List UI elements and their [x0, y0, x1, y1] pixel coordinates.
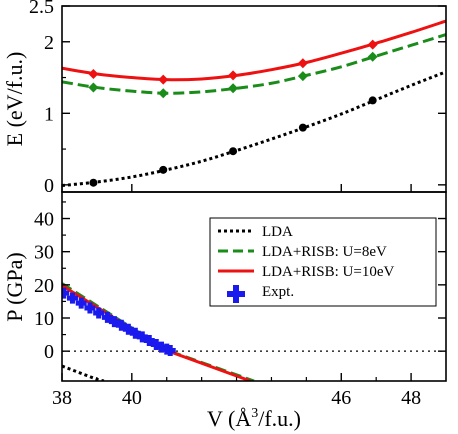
pressure-panel: 0 10 20 30 40 38 40 46 48 P (GPa) V (Å3/f.u.) L… — [2, 191, 447, 431]
legend-label-risb-u10: LDA+RISB: U=10eV — [262, 264, 395, 280]
pressure-y-tick-label: 30 — [34, 242, 54, 264]
energy-point-lda-risb-u-8ev — [367, 51, 378, 62]
energy-point-lda — [159, 165, 168, 174]
expt-data-point — [101, 311, 113, 323]
volume-x-tick-label: 46 — [331, 387, 351, 409]
expt-data-point — [122, 323, 134, 335]
energy-point-lda — [298, 123, 307, 132]
legend-box — [209, 217, 437, 307]
volume-x-ticks: 38 40 46 48 — [52, 373, 421, 409]
x-label-superscript: 3 — [251, 406, 258, 421]
x-label-main: V ( — [207, 406, 235, 431]
energy-point-lda — [89, 178, 98, 187]
volume-x-tick-label: 38 — [52, 387, 72, 409]
energy-curves — [62, 19, 446, 188]
expt-data-point — [62, 287, 70, 299]
energy-panel: 0 1 2 2.5 E (eV/f.u.) — [2, 0, 447, 197]
expt-data-point — [115, 319, 127, 331]
energy-point-lda-risb-u-8ev — [297, 71, 308, 82]
expt-data-point — [164, 344, 176, 356]
legend-label-lda: LDA — [262, 224, 293, 240]
expt-data-point — [84, 302, 96, 314]
energy-point-lda-risb-u-8ev — [228, 83, 239, 94]
expt-data-point — [108, 316, 120, 328]
energy-point-lda-risb-u-8ev — [158, 88, 169, 99]
pressure-markers — [62, 287, 176, 356]
energy-y-tick-label: 1 — [44, 103, 54, 125]
pressure-y-tick-label: 40 — [34, 209, 54, 231]
energy-point-lda-risb-u-10ev — [88, 68, 99, 79]
pressure-y-axis-label: P (GPa) — [2, 252, 27, 321]
expt-data-point — [143, 335, 155, 347]
energy-y-tick-label: 2.5 — [29, 0, 54, 18]
expt-data-point — [75, 297, 87, 309]
energy-curve-lda-risb-u-10ev — [62, 19, 446, 82]
expt-data-point — [93, 307, 105, 319]
energy-point-lda-risb-u-10ev — [297, 58, 308, 69]
x-label-angstrom: Å — [235, 406, 251, 431]
legend-item-lda: LDA — [218, 224, 293, 240]
energy-y-tick-label: 0 — [44, 175, 54, 197]
energy-y-ticks: 0 1 2 2.5 — [29, 0, 446, 197]
energy-point-lda-risb-u-10ev — [228, 70, 239, 81]
energy-y-axis-label: E (eV/f.u.) — [2, 52, 27, 147]
energy-markers — [88, 39, 378, 187]
energy-plot-frame — [61, 5, 447, 193]
pressure-plot-frame — [61, 191, 447, 382]
expt-data-point — [66, 292, 78, 304]
x-label-tail: /f.u.) — [258, 406, 301, 431]
pressure-y-tick-label: 0 — [44, 341, 54, 363]
legend-item-risb-u8: LDA+RISB: U=8eV — [218, 244, 387, 260]
energy-point-lda — [229, 147, 238, 156]
legend-swatch-expt — [227, 285, 245, 303]
legend-item-expt: Expt. — [227, 284, 294, 303]
pressure-y-ticks: 0 10 20 30 40 — [34, 201, 446, 363]
volume-x-tick-label: 40 — [122, 387, 142, 409]
energy-point-lda — [368, 96, 377, 105]
legend-label-expt: Expt. — [262, 284, 294, 300]
expt-data-point — [150, 339, 162, 351]
energy-point-lda-risb-u-10ev — [367, 39, 378, 50]
energy-point-lda-risb-u-10ev — [158, 74, 169, 85]
legend-label-risb-u8: LDA+RISB: U=8eV — [262, 244, 387, 260]
legend-item-risb-u10: LDA+RISB: U=10eV — [218, 264, 395, 280]
expt-data-point — [129, 327, 141, 339]
energy-curve-lda — [62, 70, 446, 188]
volume-x-tick-label: 48 — [401, 387, 421, 409]
volume-x-axis-label: V (Å3/f.u.) — [207, 406, 301, 431]
pressure-y-tick-label: 20 — [34, 275, 54, 297]
legend: LDA LDA+RISB: U=8eV LDA+RISB: U=10eV Exp… — [209, 217, 437, 307]
pressure-y-tick-label: 10 — [34, 308, 54, 330]
expt-data-point — [136, 331, 148, 343]
energy-y-tick-label: 2 — [44, 32, 54, 54]
pressure-curve-lda — [62, 364, 105, 381]
energy-curve-lda-risb-u-8ev — [62, 33, 446, 95]
energy-point-lda-risb-u-8ev — [88, 82, 99, 93]
